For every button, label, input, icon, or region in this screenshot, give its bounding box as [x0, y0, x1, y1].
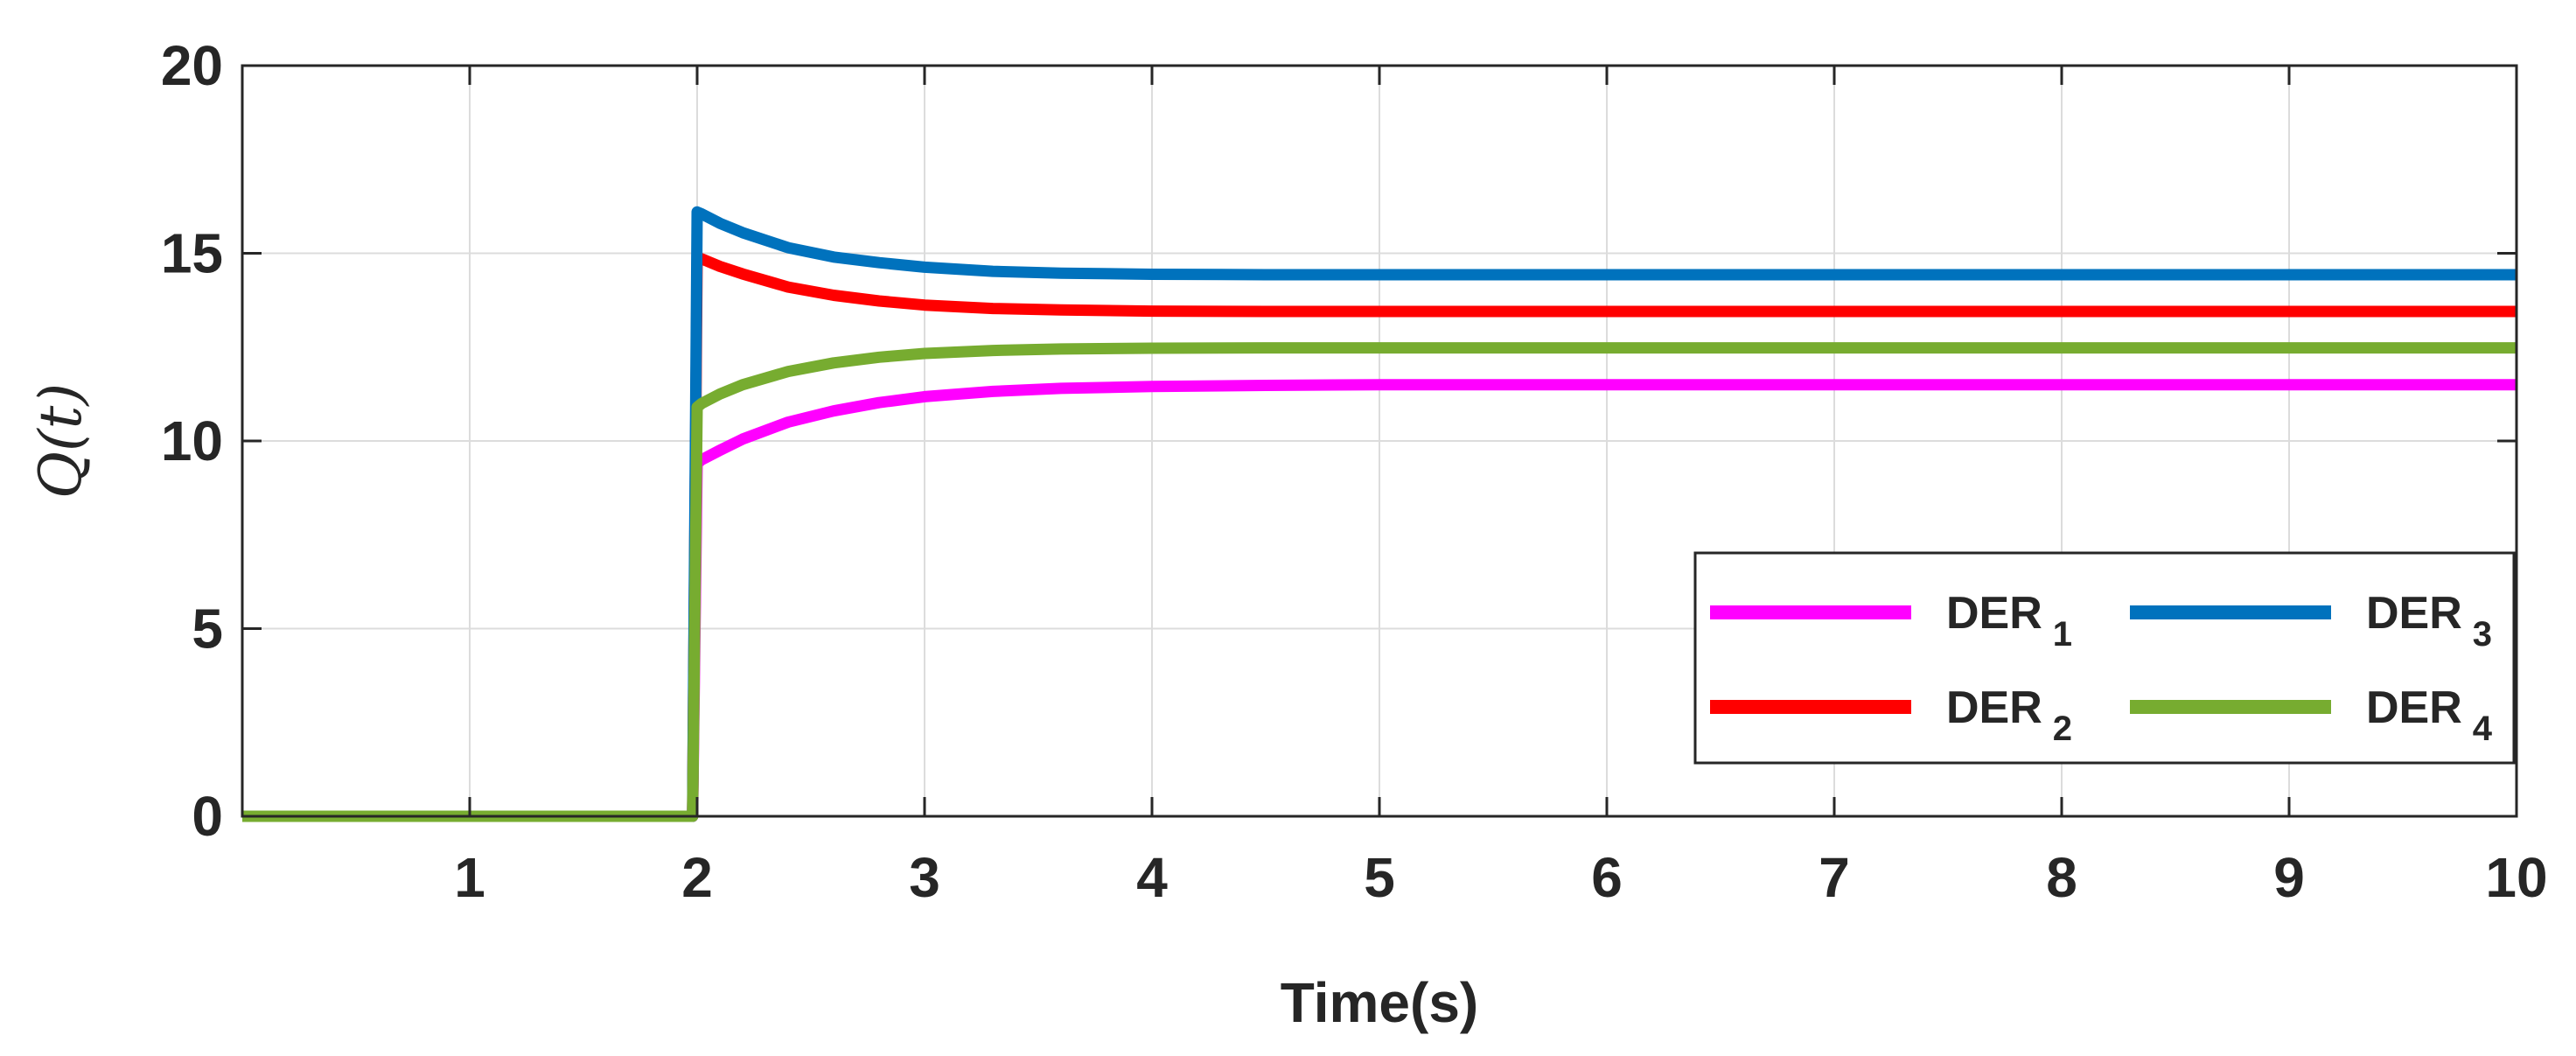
y-tick-label: 10	[161, 409, 223, 472]
x-tick-labels: 1 2 3 4 5 6 7 8 9 10	[454, 846, 2547, 909]
legend-label-der4: DER 4	[2366, 682, 2493, 748]
legend-label-text: DER	[2366, 682, 2462, 733]
ticks	[242, 64, 2518, 818]
x-tick-label: 10	[2485, 846, 2547, 909]
x-tick-label: 4	[1136, 846, 1168, 909]
legend-label-subscript: 3	[2473, 615, 2492, 654]
legend: DER 1 DER 2 DER 3 DER 4	[1693, 551, 2516, 765]
series-group	[242, 206, 2517, 822]
legend-label-der3: DER 3	[2366, 588, 2492, 654]
x-axis-title: Time(s)	[1281, 971, 1478, 1034]
legend-label-text: DER	[2366, 588, 2462, 639]
x-tick-label: 7	[1819, 846, 1850, 909]
legend-label-subscript: 4	[2473, 710, 2493, 748]
y-tick-label: 0	[192, 785, 223, 848]
y-axis-title: Q(t)	[27, 383, 94, 499]
series-line-der4	[242, 342, 2517, 822]
x-tick-label: 3	[909, 846, 940, 909]
y-tick-label: 20	[161, 34, 223, 97]
legend-label-der1: DER 1	[1946, 588, 2072, 654]
y-tick-labels: 0 5 10 15 20	[161, 34, 223, 848]
legend-label-subscript: 1	[2053, 615, 2072, 654]
x-tick-label: 6	[1591, 846, 1623, 909]
x-tick-label: 5	[1364, 846, 1395, 909]
legend-box	[1693, 551, 2516, 765]
legend-label-text: DER	[1946, 588, 2042, 639]
legend-label-subscript: 2	[2053, 710, 2072, 748]
x-tick-label: 8	[2046, 846, 2077, 909]
x-tick-label: 1	[454, 846, 485, 909]
y-tick-label: 15	[161, 222, 223, 285]
y-tick-label: 5	[192, 598, 223, 661]
legend-label-text: DER	[1946, 682, 2042, 733]
legend-label-der2: DER 2	[1946, 682, 2072, 748]
series-line-der3	[242, 206, 2517, 822]
x-tick-label: 9	[2273, 846, 2305, 909]
x-tick-label: 2	[681, 846, 713, 909]
